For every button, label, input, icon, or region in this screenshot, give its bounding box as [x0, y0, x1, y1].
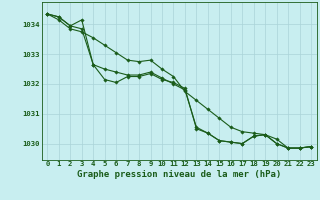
X-axis label: Graphe pression niveau de la mer (hPa): Graphe pression niveau de la mer (hPa) [77, 170, 281, 179]
